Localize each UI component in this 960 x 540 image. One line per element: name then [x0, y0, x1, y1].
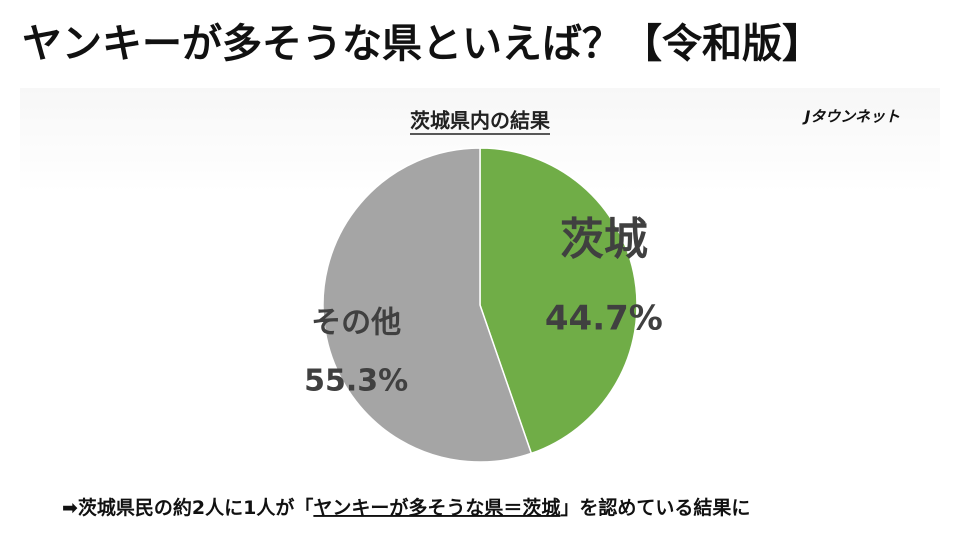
- note-part: ヤンキーが多そうな県＝茨城: [313, 496, 560, 519]
- chart-title: ヤンキーが多そうな県といえば？【令和版】: [22, 21, 822, 67]
- note-part: 」を認めている結果に: [560, 496, 750, 519]
- value-label: 55.3%: [304, 363, 408, 398]
- pie: 茨城 44.7% その他 55.3%: [304, 147, 663, 463]
- pie-slice: [479, 147, 638, 455]
- source-logo: Jタウンネット: [802, 108, 900, 126]
- pie-slice: [322, 147, 533, 463]
- slice-label: 茨城: [560, 214, 648, 265]
- value-label: 44.7%: [545, 299, 663, 339]
- note-part: ➡茨城県民の約2人に1人が「: [62, 496, 313, 519]
- footnote: ➡茨城県民の約2人に1人が「ヤンキーが多そうな県＝茨城」を認めている結果に: [62, 496, 750, 519]
- chart-subtitle: 茨城県内の結果: [410, 109, 550, 133]
- slice-label: その他: [311, 305, 401, 340]
